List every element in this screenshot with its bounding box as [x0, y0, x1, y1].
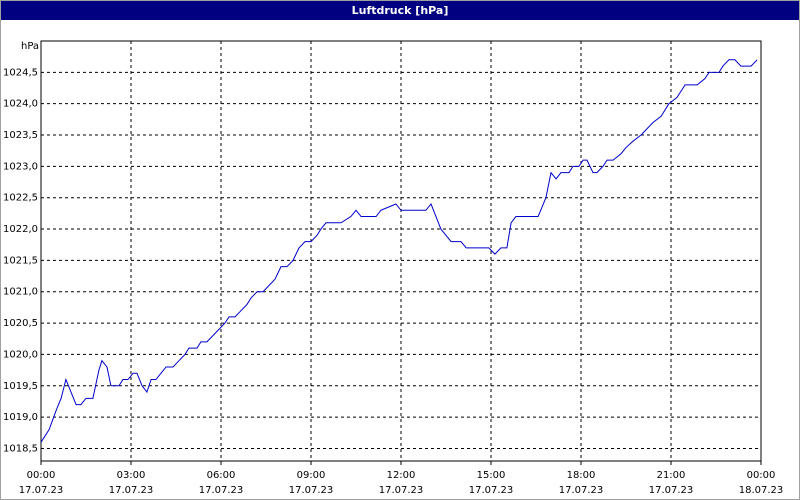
x-tick-date: 17.07.23: [559, 485, 604, 496]
pressure-line: [40, 59, 758, 443]
y-tick-label: 1020,0: [3, 349, 38, 360]
x-tick-date: 17.07.23: [289, 485, 334, 496]
x-tick-date: 17.07.23: [19, 485, 64, 496]
x-tick-date: 17.07.23: [649, 485, 694, 496]
y-unit: hPa: [21, 41, 39, 52]
y-tick-label: 1019,0: [3, 412, 38, 423]
x-tick-date: 17.07.23: [469, 485, 514, 496]
y-tick-label: 1020,5: [3, 318, 38, 329]
x-tick-label: 06:00: [207, 470, 236, 481]
y-tick-label: 1023,5: [3, 130, 38, 141]
x-tick-label: 03:00: [117, 470, 146, 481]
x-tick-label: 21:00: [657, 470, 686, 481]
x-tick-label: 09:00: [297, 470, 326, 481]
x-tick-date: 18.07.23: [739, 485, 784, 496]
y-tick-label: 1018,5: [3, 443, 38, 454]
x-tick-label: 00:00: [27, 470, 56, 481]
y-tick-label: 1023,0: [3, 161, 38, 172]
y-tick-label: 1021,5: [3, 255, 38, 266]
y-tick-label: 1021,0: [3, 287, 38, 298]
x-tick-date: 17.07.23: [379, 485, 424, 496]
y-tick-label: 1024,0: [3, 99, 38, 110]
x-tick-date: 17.07.23: [109, 485, 154, 496]
y-tick-label: 1024,5: [3, 67, 38, 78]
chart-title: Luftdruck [hPa]: [1, 1, 799, 20]
y-tick-label: 1022,0: [3, 224, 38, 235]
x-tick-label: 18:00: [567, 470, 596, 481]
x-tick-date: 17.07.23: [199, 485, 244, 496]
y-tick-label: 1022,5: [3, 193, 38, 204]
x-tick-label: 15:00: [477, 470, 506, 481]
x-tick-label: 12:00: [387, 470, 416, 481]
x-tick-label: 00:00: [747, 470, 776, 481]
y-tick-label: 1019,5: [3, 381, 38, 392]
